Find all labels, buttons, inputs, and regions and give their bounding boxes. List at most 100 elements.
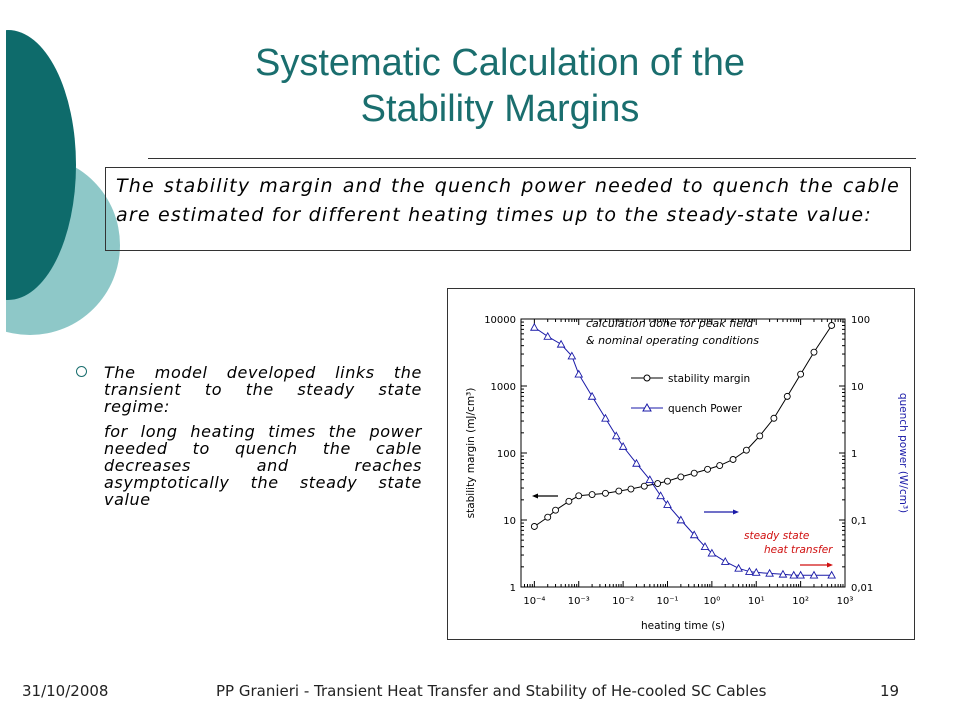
data-point [756, 432, 764, 440]
title-underline [148, 158, 916, 159]
data-point [751, 567, 761, 576]
data-point [720, 556, 730, 565]
data-point [615, 487, 623, 495]
data-point [734, 563, 743, 572]
data-point [645, 475, 655, 483]
y-right-tick-label: 10 [851, 382, 864, 393]
chart-frame: 10⁻⁴ 10⁻³ 10⁻² 10⁻¹ 10⁰ 10¹ 10² 10³ 1 10 100 1000 10… [447, 288, 915, 640]
data-point [797, 370, 805, 378]
data-point [663, 500, 672, 508]
data-point [544, 513, 552, 521]
data-point [742, 446, 750, 454]
data-point [664, 477, 671, 485]
left-axis-arrowhead [532, 493, 538, 499]
slide-title: Systematic Calculation of the Stability … [150, 40, 850, 132]
y-right-tick-label: 1 [851, 449, 857, 460]
data-point [656, 491, 665, 500]
x-tick-label: 10⁰ [704, 596, 721, 607]
steady-state-label: steady state [744, 530, 809, 542]
steady-state-arrowhead [827, 562, 833, 568]
decorative-side-shapes [0, 0, 120, 360]
data-point [575, 492, 583, 500]
slide-title-line2: Stability Margins [360, 88, 640, 130]
decorative-edge [0, 0, 6, 360]
x-tick-label: 10³ [837, 596, 854, 607]
stability-chart: 10⁻⁴ 10⁻³ 10⁻² 10⁻¹ 10⁰ 10¹ 10² 10³110100100010… [465, 315, 909, 632]
bullet-item: The model developed links the transient … [76, 364, 422, 415]
data-point [809, 570, 819, 579]
data-point [632, 458, 641, 467]
data-point [729, 456, 737, 463]
x-tick-label: 10¹ [748, 596, 765, 607]
chart-annotation: calculation done for peak field [586, 317, 754, 330]
x-axis-label: heating time (s) [641, 620, 725, 632]
bullet-circle-icon [76, 366, 87, 377]
legend-label: quench Power [668, 403, 743, 415]
y-left-tick-label: 100 [497, 449, 516, 460]
y-right-tick-label: 100 [851, 315, 870, 326]
y-left-tick-label: 10000 [484, 315, 516, 326]
bullet-subtext: for long heating times the power needed … [104, 422, 422, 509]
slide-title-line1: Systematic Calculation of the [254, 42, 745, 84]
data-point [601, 413, 610, 422]
data-point [654, 480, 662, 487]
data-point [745, 567, 754, 575]
data-point [700, 542, 710, 550]
y-right-tick-label: 0,01 [851, 583, 873, 594]
legend-marker [642, 402, 652, 412]
data-point [689, 530, 699, 539]
data-point [567, 351, 577, 360]
data-point [770, 414, 778, 422]
data-point [543, 331, 553, 340]
data-point [618, 441, 628, 450]
right-axis-arrowhead [733, 509, 739, 515]
data-point [676, 515, 686, 524]
data-point [789, 570, 799, 579]
x-tick-label: 10⁻³ [568, 596, 590, 607]
data-point [716, 462, 724, 469]
data-point [765, 568, 774, 577]
bullet-list: The model developed links the transient … [76, 364, 422, 508]
data-point [530, 523, 538, 530]
x-tick-label: 10⁻⁴ [523, 596, 545, 607]
y-left-tick-label: 1 [510, 583, 516, 594]
intro-box: The stability margin and the quench powe… [105, 167, 911, 251]
x-tick-label: 10⁻¹ [656, 596, 678, 607]
data-point [810, 348, 818, 356]
data-point [828, 322, 836, 329]
data-point [602, 489, 609, 497]
data-point [565, 497, 573, 505]
data-point [690, 469, 698, 477]
y-left-tick-label: 10 [503, 516, 516, 527]
bullet-text: The model developed links the transient … [104, 363, 422, 416]
data-point [704, 465, 712, 473]
legend-marker [643, 374, 651, 382]
y-left-tick-label: 1000 [491, 382, 516, 393]
x-tick-label: 10² [792, 596, 809, 607]
data-point [556, 339, 566, 348]
data-point [611, 431, 621, 440]
x-tick-label: 10⁻² [612, 596, 634, 607]
data-point [529, 322, 539, 331]
data-point [627, 485, 635, 493]
data-point [640, 482, 648, 490]
y-right-tick-label: 0,1 [851, 516, 867, 527]
y-left-axis-label: stability margin (mJ/cm³) [465, 388, 477, 519]
data-point [588, 491, 596, 498]
data-point [796, 570, 805, 579]
data-point [827, 570, 837, 579]
data-point [778, 569, 788, 578]
data-point [574, 369, 584, 378]
data-point [707, 548, 717, 557]
chart-annotation: & nominal operating conditions [586, 334, 759, 347]
data-point [677, 473, 685, 481]
data-point [552, 506, 559, 514]
data-point [783, 392, 791, 400]
decorative-dark-ellipse [0, 30, 76, 300]
footer-page-number: 19 [880, 682, 900, 700]
footer-date: 31/10/2008 [22, 682, 109, 700]
y-right-axis-label: quench power (W/cm³) [897, 393, 909, 513]
legend-label: stability margin [668, 373, 750, 385]
steady-state-label: heat transfer [764, 544, 833, 556]
footer-caption: PP Granieri - Transient Heat Transfer an… [216, 682, 767, 700]
